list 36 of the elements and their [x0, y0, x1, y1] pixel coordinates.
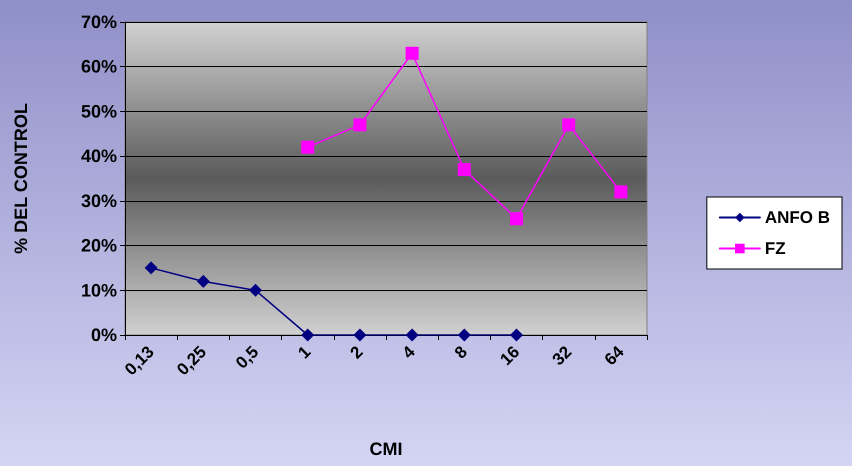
point: [510, 212, 523, 226]
x-tick-label: 32: [548, 342, 576, 370]
point: [353, 328, 366, 342]
y-tick-label: 70%: [80, 12, 117, 32]
point: [406, 328, 419, 342]
x-tick-label: 1: [294, 342, 314, 362]
point: [458, 163, 471, 176]
y-tick-label: 30%: [80, 190, 117, 211]
x-tick-label: 0,13: [121, 342, 158, 380]
x-axis-title: CMI: [370, 439, 402, 459]
legend-label: FZ: [764, 239, 786, 258]
x-tick-label: 8: [450, 342, 472, 362]
point: [353, 118, 366, 132]
point: [406, 46, 419, 60]
point: [249, 284, 262, 297]
x-tick-label: 64: [600, 342, 628, 370]
point: [301, 328, 314, 342]
point: [562, 118, 576, 132]
point: [458, 328, 471, 342]
y-tick-label: 40%: [80, 146, 117, 166]
y-tick-label: 50%: [80, 101, 117, 122]
y-tick-label: 60%: [80, 56, 117, 77]
legend-label: ANFO B: [764, 208, 830, 227]
y-axis-title: % DEL CONTROL: [11, 103, 31, 254]
y-tick-label: 10%: [80, 280, 117, 300]
point: [196, 274, 210, 288]
y-tick-label: 20%: [80, 236, 117, 256]
point: [301, 140, 314, 154]
point: [144, 261, 158, 274]
y-tick-label: 0%: [90, 325, 117, 345]
x-tick-label: 2: [346, 342, 367, 362]
x-tick-label: 4: [398, 342, 420, 362]
x-tick-label: 16: [496, 342, 524, 370]
x-tick-label: 0,5: [232, 342, 262, 372]
point: [614, 185, 628, 198]
point: [510, 328, 523, 342]
